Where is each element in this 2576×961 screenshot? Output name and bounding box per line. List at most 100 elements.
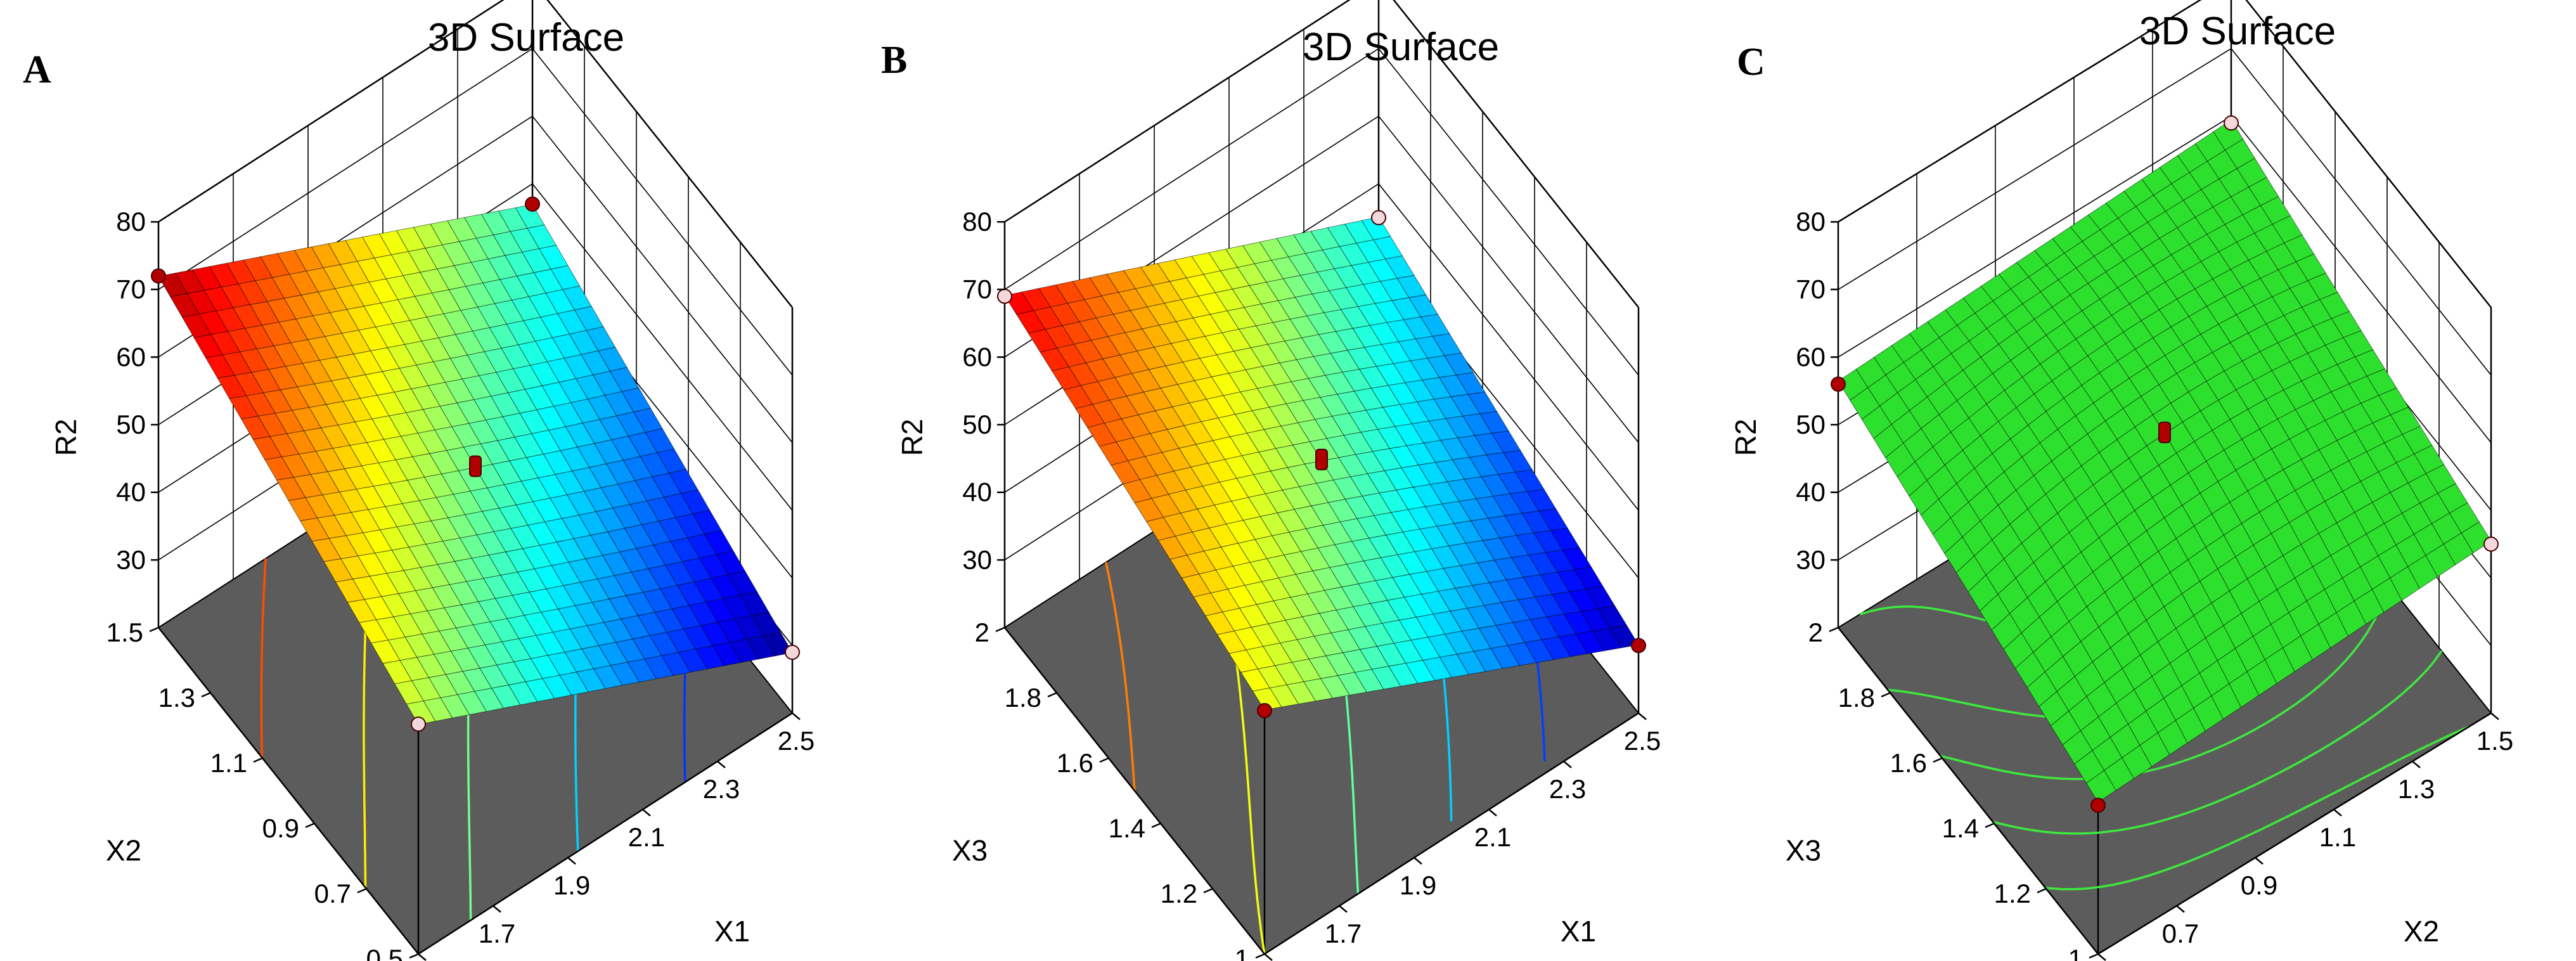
y-tick — [995, 626, 1005, 633]
design-point — [2090, 797, 2106, 813]
x-tick-label: 1.3 — [2398, 774, 2435, 804]
z-tick-label: 60 — [1796, 342, 1826, 371]
x-tick-label: 1.7 — [1325, 919, 1362, 948]
panel-letter: A — [23, 48, 51, 91]
y-tick — [2089, 953, 2099, 959]
x-tick — [1488, 809, 1497, 816]
y-tick — [305, 822, 315, 829]
y-tick — [149, 626, 159, 633]
x-tick — [2255, 857, 2264, 865]
z-tick-label: 30 — [962, 545, 992, 574]
z-tick-label: 70 — [1796, 274, 1826, 304]
y-tick-label: 2 — [1808, 617, 1823, 647]
design-point — [151, 268, 166, 284]
x-tick-label: 2.5 — [778, 726, 815, 756]
z-tick-label: 40 — [1796, 477, 1826, 507]
x-tick — [2097, 953, 2106, 961]
x-tick — [493, 905, 501, 913]
chart-panel-c: 0.50.70.91.11.31.511.21.41.61.8230405060… — [1729, 0, 2513, 961]
y-tick-label: 1.6 — [1890, 748, 1927, 778]
contour-line — [1992, 650, 2443, 835]
chart-panel-b: 1.51.71.92.12.32.511.21.41.61.8230405060… — [881, 0, 1661, 961]
x-tick — [2412, 761, 2421, 768]
design-point — [785, 645, 800, 660]
y-tick-label: 0.9 — [262, 813, 299, 843]
x-tick-label: 1.9 — [553, 870, 590, 900]
response-surface — [158, 203, 793, 725]
x-tick-label: 1.7 — [479, 919, 515, 948]
box-edge — [1004, 0, 1639, 308]
panel-letter: B — [881, 39, 907, 82]
z-tick-label: 40 — [116, 477, 146, 507]
z-tick-label: 80 — [116, 207, 146, 236]
y-tick — [1985, 822, 1995, 829]
x-tick-label: 1.1 — [2319, 822, 2356, 852]
y-tick-label: 1.5 — [106, 617, 143, 647]
design-point — [1631, 638, 1646, 654]
x-tick — [792, 713, 801, 720]
x-tick — [1264, 953, 1273, 961]
y-tick — [1203, 887, 1213, 894]
y-tick-label: 1 — [1235, 944, 1249, 961]
x-tick — [1414, 857, 1422, 865]
design-point — [2483, 536, 2499, 552]
x-tick — [2490, 713, 2499, 720]
chart-title: 3D Surface — [1303, 25, 1499, 69]
response-surface — [1838, 119, 2492, 803]
y-tick-label: 2 — [975, 617, 989, 647]
center-point — [1315, 448, 1328, 470]
y-tick-label: 1.1 — [210, 748, 247, 778]
y-tick-label: 1.3 — [158, 683, 195, 713]
box-edge — [1004, 627, 1639, 955]
y-tick — [1047, 692, 1057, 698]
y-tick-label: 1.2 — [1994, 879, 2031, 908]
surface-cell — [158, 273, 188, 297]
y-tick — [1829, 626, 1839, 633]
z-tick-label: 50 — [1796, 410, 1826, 439]
x-tick — [567, 857, 576, 865]
y-tick-label: 1.8 — [1838, 683, 1875, 713]
x-tick — [1638, 713, 1647, 720]
z-tick-label: 80 — [1796, 207, 1826, 236]
z-tick-label: 30 — [1796, 545, 1826, 574]
y-tick — [409, 953, 419, 959]
x-tick-label: 0.9 — [2241, 870, 2277, 900]
z-axis-label: R2 — [896, 419, 929, 456]
y-tick-label: 1.2 — [1161, 879, 1197, 908]
x-tick — [717, 761, 726, 768]
y-axis-label: X3 — [952, 834, 988, 867]
y-tick-label: 0.5 — [366, 944, 403, 961]
design-point — [997, 288, 1012, 304]
center-point — [469, 455, 482, 477]
center-point — [2158, 422, 2171, 444]
z-tick-label: 70 — [116, 274, 146, 304]
z-tick-label: 60 — [116, 342, 146, 371]
x-tick-label: 0.7 — [2162, 919, 2199, 948]
y-axis-label: X3 — [1786, 834, 1821, 867]
x-tick — [1563, 761, 1572, 768]
z-tick-label: 50 — [962, 410, 992, 439]
y-tick — [1255, 953, 1265, 959]
y-tick-label: 1.4 — [1109, 813, 1145, 843]
z-tick-label: 40 — [962, 477, 992, 507]
x-tick-label: 2.1 — [1474, 822, 1511, 852]
x-tick-label: 2.5 — [1624, 726, 1661, 756]
x-axis-label: X2 — [2404, 915, 2439, 948]
z-tick-label: 80 — [962, 207, 992, 236]
y-tick-label: 1.6 — [1057, 748, 1093, 778]
box-edge — [158, 627, 793, 955]
x-tick-label: 2.3 — [703, 774, 740, 804]
x-tick — [1339, 905, 1348, 913]
design-point — [411, 716, 426, 732]
x-axis-label: X1 — [1561, 915, 1596, 948]
y-tick — [1933, 757, 1943, 763]
design-point — [525, 197, 540, 212]
z-tick-label: 50 — [116, 410, 146, 439]
y-tick-label: 1 — [2068, 944, 2083, 961]
y-tick-label: 1.4 — [1942, 813, 1979, 843]
box-edge — [1838, 627, 2492, 955]
panel-letter: C — [1737, 41, 1765, 84]
design-point — [2224, 115, 2239, 131]
y-tick-label: 1.8 — [1005, 683, 1041, 713]
